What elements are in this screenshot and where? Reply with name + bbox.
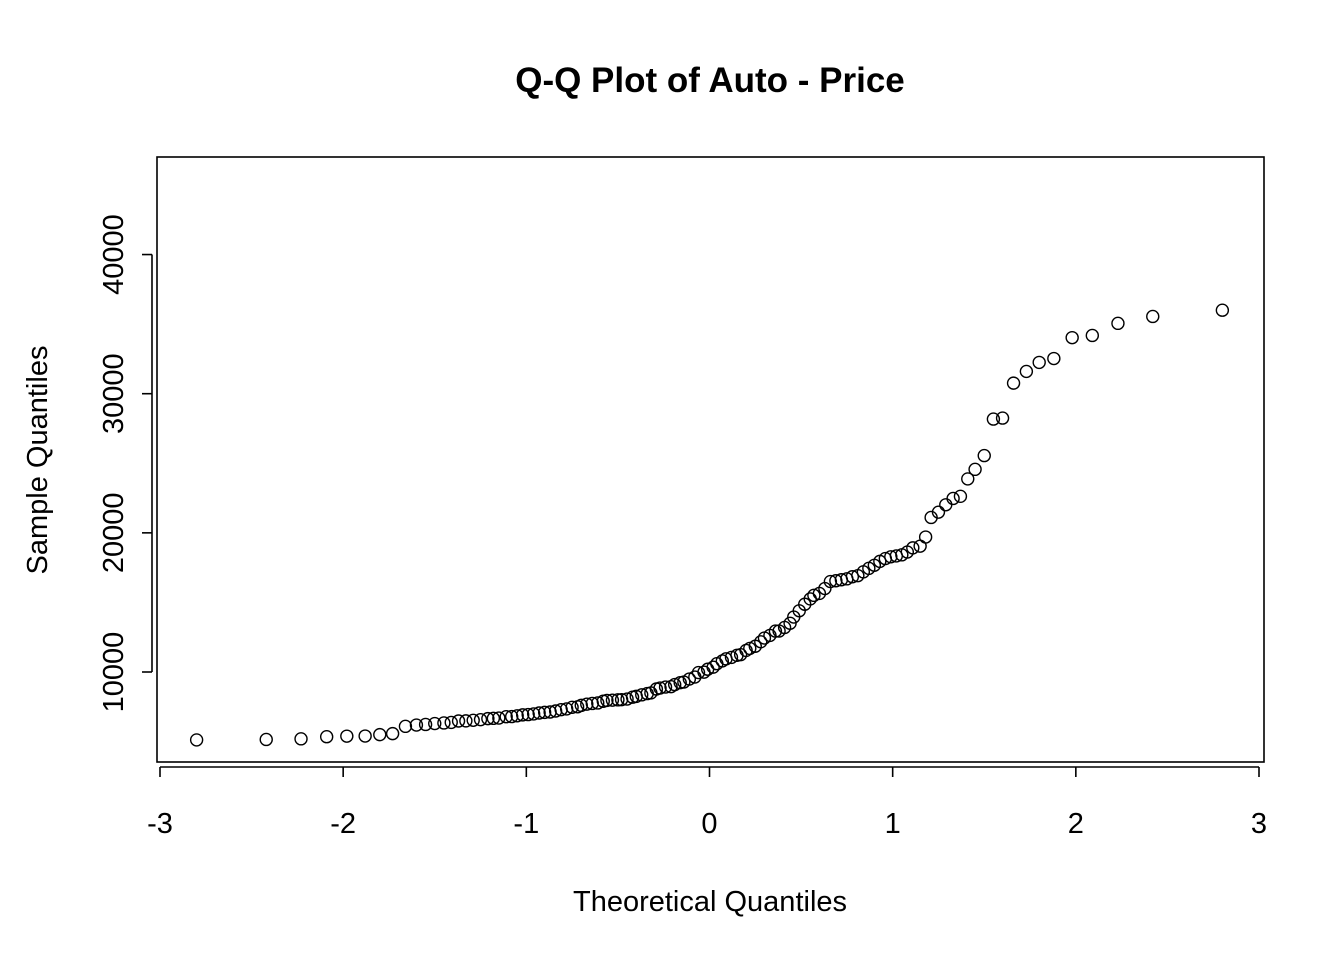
data-point (995, 411, 1010, 425)
data-point (526, 707, 541, 721)
data-point (428, 716, 442, 731)
data-point (1032, 355, 1046, 370)
data-point (724, 650, 739, 665)
data-point (515, 708, 530, 722)
data-point (845, 570, 860, 584)
data-point (444, 715, 458, 730)
x-tick-label: -2 (330, 808, 356, 840)
data-point (565, 700, 579, 715)
data-point (611, 693, 625, 707)
data-point (580, 697, 594, 711)
y-axis-label: Sample Quantiles (22, 346, 54, 575)
x-axis: -3 -2 -1 0 1 2 3 (147, 766, 1267, 840)
data-point (1215, 303, 1230, 317)
x-tick-label: -1 (513, 808, 539, 840)
data-point (492, 711, 506, 725)
data-point (968, 462, 982, 477)
data-point (1065, 330, 1079, 345)
data-point (521, 707, 535, 722)
data-point (667, 677, 682, 692)
data-point (931, 505, 946, 519)
data-point (486, 711, 501, 726)
data-point (459, 714, 473, 728)
data-point (319, 730, 334, 744)
x-tick-label: 3 (1251, 808, 1267, 840)
y-axis: 10000 20000 30000 40000 (98, 214, 153, 713)
data-point (189, 733, 204, 747)
y-tick-label: 40000 (98, 214, 130, 295)
data-point (1146, 309, 1160, 324)
data-point (977, 448, 991, 463)
data-point (1047, 351, 1061, 366)
x-tick-label: 2 (1068, 808, 1084, 840)
data-point (918, 530, 933, 544)
y-tick-label: 30000 (98, 353, 130, 434)
data-point (537, 705, 552, 720)
x-axis-label: Theoretical Quantiles (573, 886, 847, 918)
data-point (658, 680, 673, 694)
data-point (807, 588, 821, 603)
y-tick-label: 20000 (98, 493, 130, 574)
data-point (913, 539, 927, 553)
data-points (189, 303, 1230, 747)
data-point (946, 491, 960, 506)
data-point (532, 706, 546, 720)
data-point (682, 672, 697, 686)
data-point (1006, 376, 1021, 390)
data-point (906, 541, 920, 555)
y-tick-label: 10000 (98, 632, 130, 713)
data-point (466, 713, 480, 727)
data-point (653, 681, 667, 695)
data-point (706, 660, 720, 674)
x-tick-label: 0 (701, 808, 717, 840)
data-point (600, 693, 614, 708)
data-point (437, 716, 451, 730)
data-point (358, 729, 372, 743)
data-point (961, 472, 975, 486)
data-point (754, 635, 768, 649)
data-point (510, 709, 524, 723)
data-point (691, 665, 706, 680)
data-point (823, 574, 838, 589)
data-point (385, 726, 400, 741)
data-point (294, 732, 308, 746)
plot-frame (156, 156, 1265, 763)
data-point (939, 498, 953, 512)
data-point (635, 688, 649, 702)
data-point (504, 709, 519, 724)
data-point (620, 692, 634, 706)
data-point (986, 412, 1001, 426)
data-point (499, 710, 513, 724)
data-point (398, 719, 413, 734)
data-point (373, 727, 387, 742)
data-point (481, 711, 495, 726)
data-point (473, 712, 488, 727)
x-tick-label: -3 (147, 808, 173, 840)
data-point (340, 729, 354, 743)
data-point (451, 714, 466, 728)
data-point (409, 718, 424, 732)
x-tick-label: 1 (885, 808, 901, 840)
data-point (605, 693, 620, 707)
data-point (953, 489, 968, 504)
data-point (768, 624, 783, 638)
data-point (1019, 364, 1034, 379)
data-point (418, 717, 433, 732)
data-point (591, 696, 605, 710)
data-point (1111, 316, 1125, 331)
data-point (1085, 328, 1100, 343)
chart-title: Q-Q Plot of Auto - Price (515, 61, 905, 100)
data-point (259, 732, 273, 747)
